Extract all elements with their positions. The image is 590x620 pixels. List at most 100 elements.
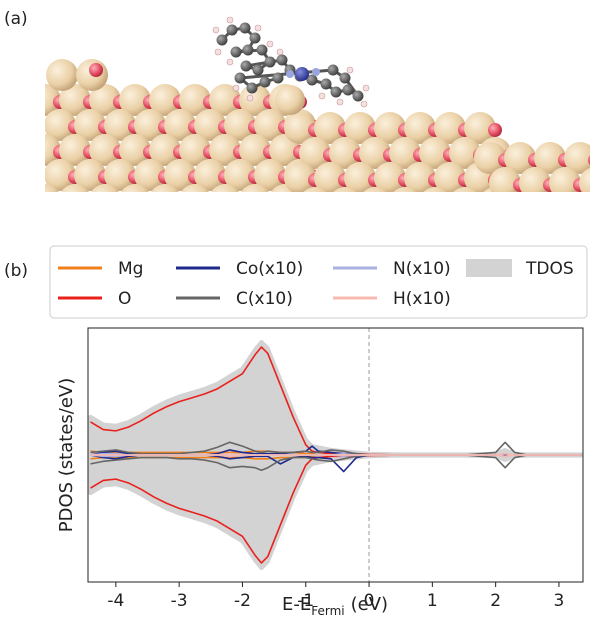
mg-atom	[45, 109, 76, 141]
c-atom	[249, 32, 261, 44]
mg-atom	[89, 84, 121, 116]
mg-atom	[181, 184, 209, 192]
mg-atom	[549, 167, 581, 192]
mg-atom	[194, 159, 226, 191]
c-atom	[320, 78, 332, 90]
mg-atom	[61, 184, 89, 192]
c-atom	[256, 44, 268, 56]
mg-atom	[59, 134, 91, 166]
molecule-model	[212, 16, 370, 108]
y-axis-label: PDOS (states/eV)	[56, 378, 77, 533]
h-atom	[212, 26, 220, 34]
mg-atom	[564, 192, 590, 224]
o-atom	[203, 195, 217, 209]
x-axis-label: E-EFermi (eV)	[282, 594, 388, 616]
h-atom	[318, 92, 326, 100]
mg-atom	[344, 112, 376, 144]
mg-atom	[275, 85, 305, 115]
x-tick-label: 1	[427, 591, 438, 611]
legend-label: Mg	[118, 259, 143, 279]
c-atom	[252, 64, 264, 76]
mg-atom	[121, 184, 149, 192]
plot-frame	[87, 327, 584, 583]
mg-atom	[449, 137, 481, 169]
c-atom	[352, 90, 364, 102]
mg-atom	[389, 137, 421, 169]
tdos-area	[88, 339, 584, 457]
x-label-main: E-E	[282, 594, 311, 615]
legend-swatch	[466, 259, 512, 277]
mg-atom	[224, 109, 256, 141]
mg-atom	[393, 187, 417, 192]
h-atom	[336, 98, 344, 106]
c-atom	[216, 34, 228, 46]
mg-atom	[333, 187, 357, 192]
mg-atom	[579, 167, 590, 192]
mg-atom	[241, 184, 269, 192]
mg-atom	[151, 184, 179, 192]
mg-atom	[59, 84, 91, 116]
mg-atom	[489, 167, 521, 192]
c-atom	[339, 72, 351, 84]
o-atom	[443, 198, 457, 212]
bond	[245, 58, 283, 68]
mg-atom	[74, 159, 106, 191]
mg-atom	[179, 134, 211, 166]
mg-atom	[91, 184, 119, 192]
h-atom	[254, 24, 262, 32]
pdos-line	[90, 441, 582, 456]
surface-model	[45, 59, 590, 224]
legend-box	[49, 245, 588, 319]
mg-atom	[363, 187, 387, 192]
panel-label: (b)	[4, 261, 28, 281]
o-atom	[263, 195, 277, 209]
mg-atom	[344, 162, 376, 192]
x-label-sub: Fermi	[311, 604, 344, 616]
mg-atom	[134, 109, 166, 141]
x-tick-label: -1	[297, 591, 314, 611]
o-atom	[293, 195, 307, 209]
mg-atom	[179, 84, 211, 116]
h-atom	[266, 40, 274, 48]
legend-label: N(x10)	[393, 259, 451, 279]
panel-label: (a)	[4, 9, 28, 29]
mg-atom	[419, 137, 451, 169]
plot: -4 -3 -2 -1 0 1 2 3	[88, 328, 584, 611]
mg-atom	[239, 84, 271, 116]
legend-label: O	[118, 289, 131, 309]
mg-atom	[254, 159, 286, 191]
pdos-line	[90, 454, 582, 472]
mg-atom	[359, 137, 391, 169]
x-tick-label: -2	[234, 591, 251, 611]
h-atom	[276, 48, 284, 56]
mg-atom	[534, 142, 566, 174]
h-atom	[246, 94, 254, 102]
o-atom	[413, 198, 427, 212]
pdos-line	[90, 454, 582, 458]
o-atom	[353, 198, 367, 212]
c-atom	[234, 72, 246, 84]
mg-atom	[74, 109, 106, 141]
c-atom	[276, 54, 288, 66]
o-atom	[233, 195, 247, 209]
mg-atom	[164, 159, 196, 191]
mg-atom	[149, 134, 181, 166]
mg-atom	[119, 84, 151, 116]
x-tick-label: 3	[554, 591, 565, 611]
mg-atom	[284, 112, 316, 144]
mg-atom	[254, 109, 286, 141]
h-atom	[232, 84, 240, 92]
o-atom	[173, 195, 187, 209]
mg-atom	[284, 162, 316, 192]
mg-atom	[564, 142, 590, 174]
c-atom	[259, 76, 271, 88]
x-label-unit: (eV)	[351, 594, 388, 615]
mg-atom	[89, 134, 121, 166]
mg-atom	[464, 112, 496, 144]
mg-atom	[434, 162, 466, 192]
o-atom	[89, 63, 103, 77]
o-atom	[143, 195, 157, 209]
c-atom	[342, 84, 354, 96]
mg-atom	[104, 109, 136, 141]
o-atom	[488, 123, 502, 137]
